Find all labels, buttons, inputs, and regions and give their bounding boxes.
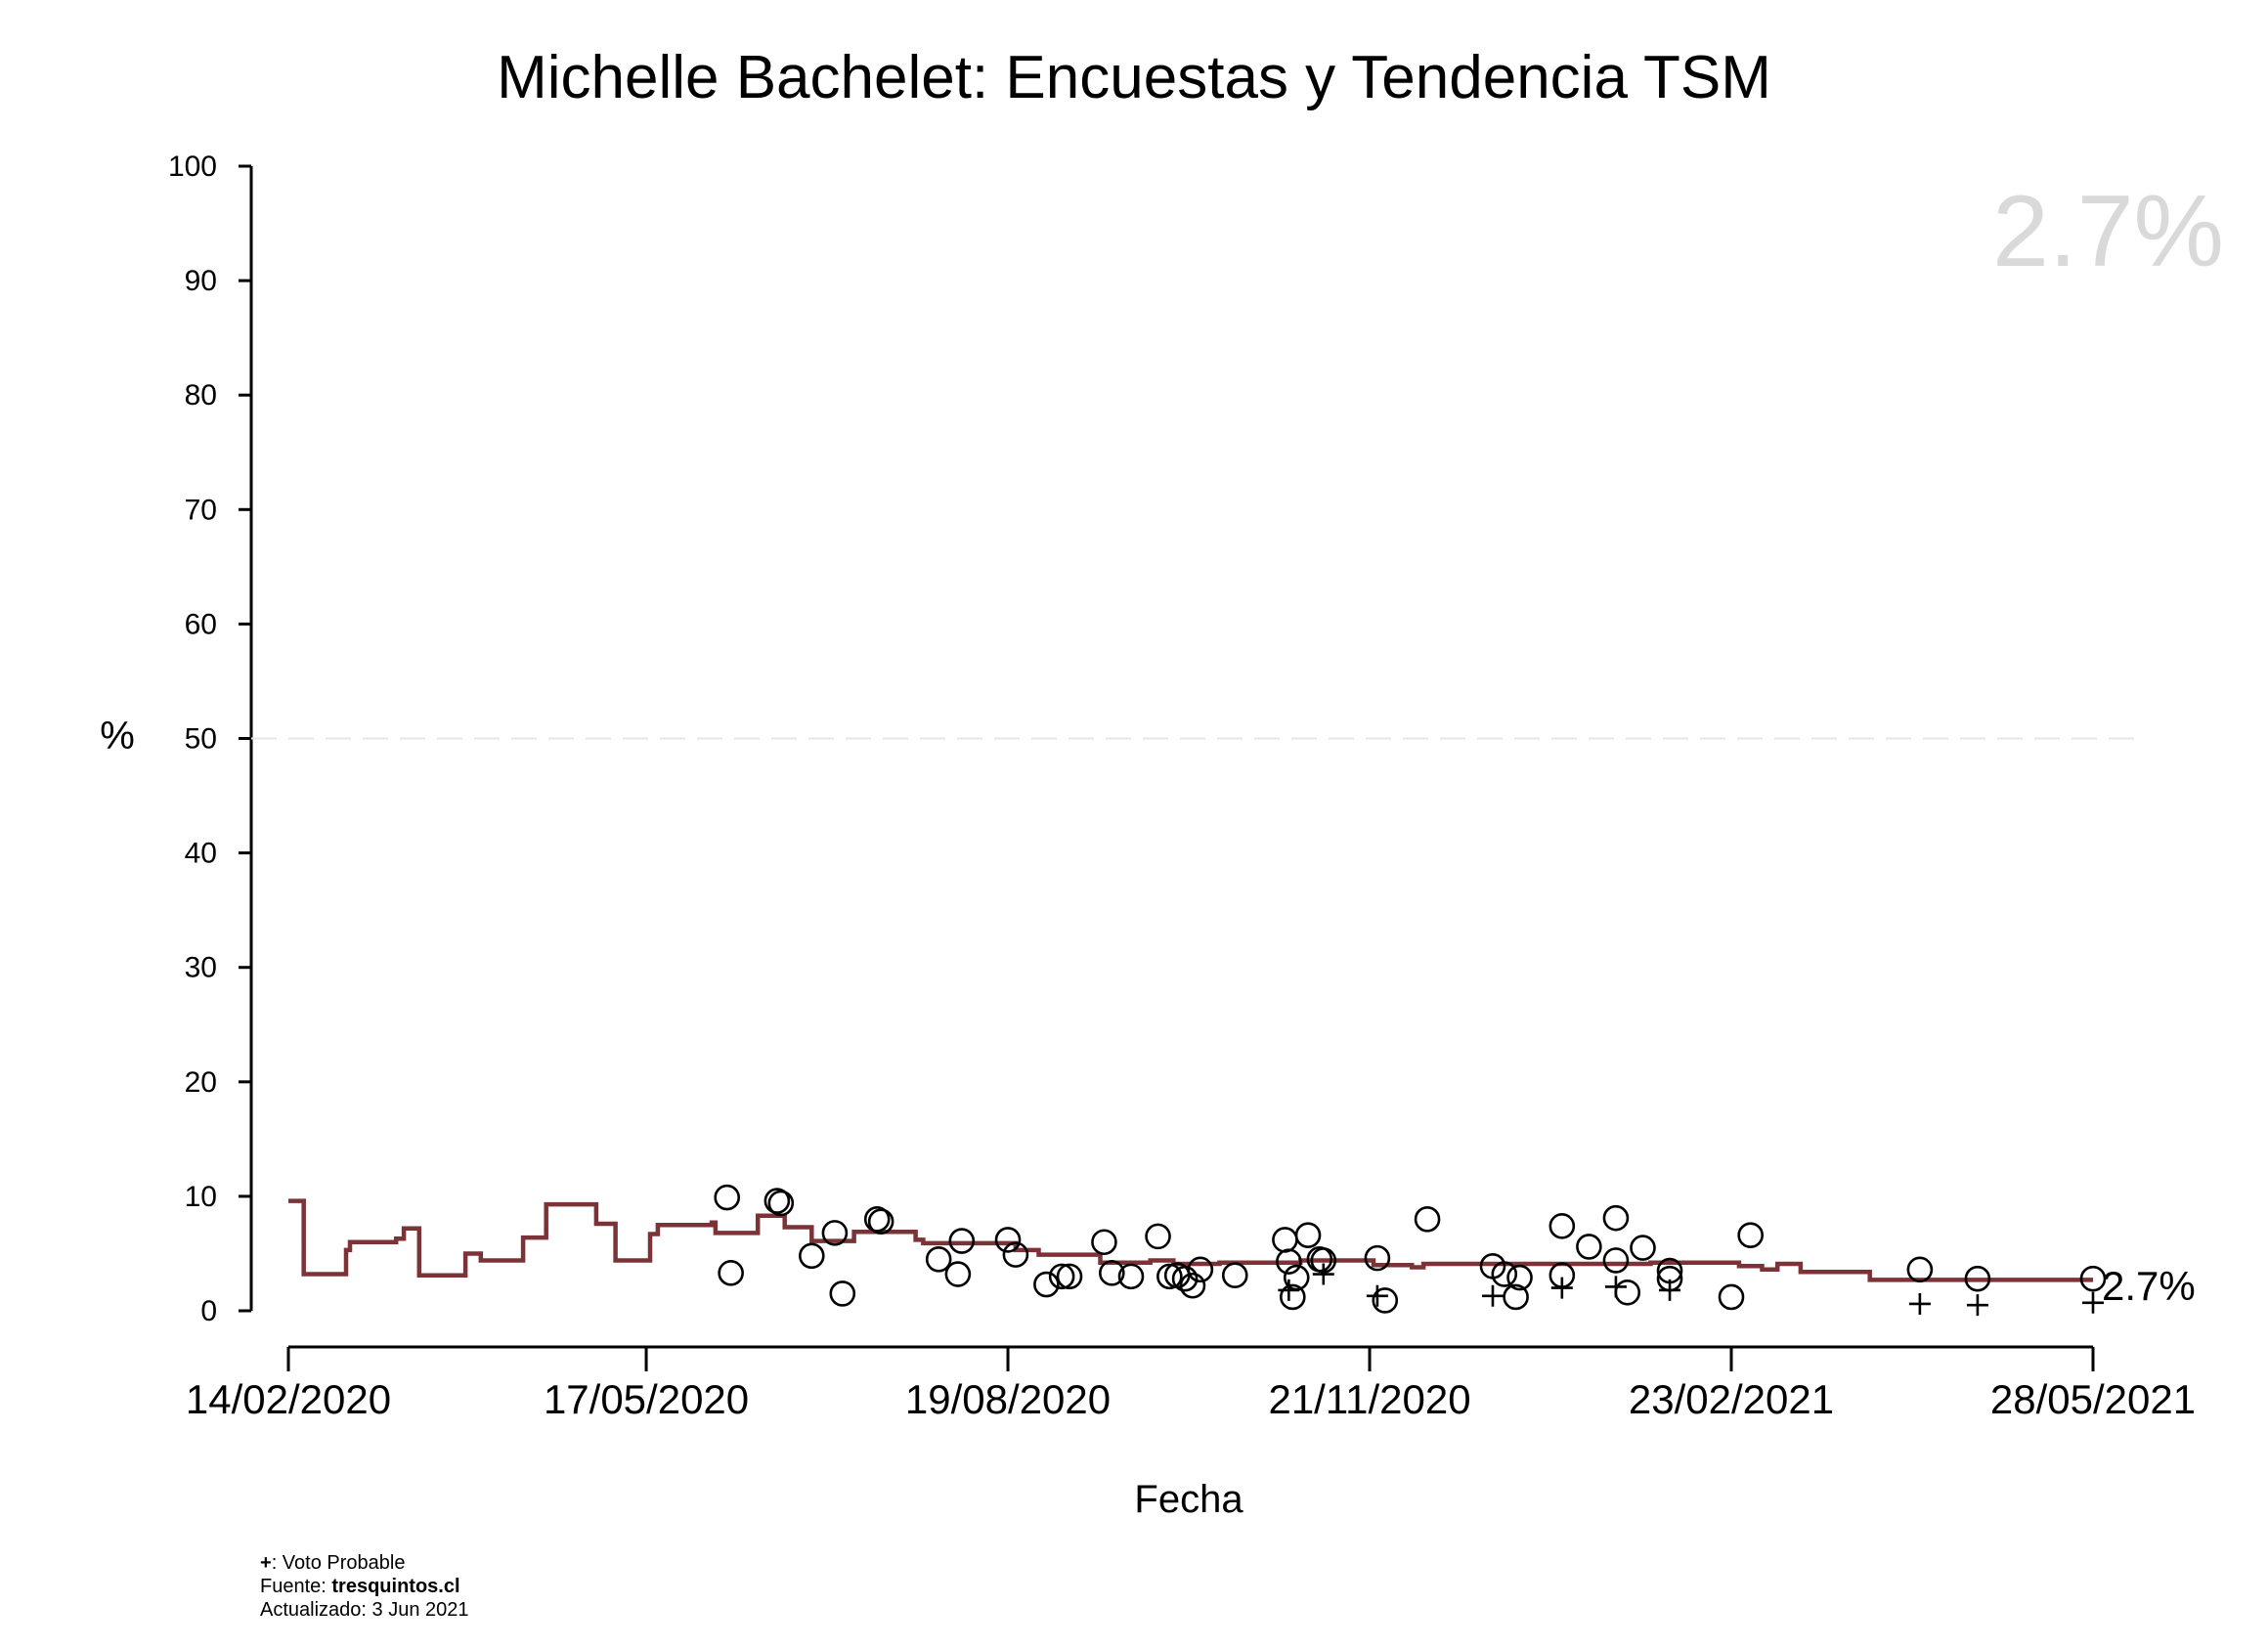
- poll-point: [1156, 1263, 1183, 1290]
- y-tick-label: 70: [185, 494, 217, 526]
- likely-voter-point: [1278, 1279, 1300, 1301]
- y-axis-title: %: [100, 715, 135, 758]
- poll-point: [1179, 1272, 1206, 1299]
- likely-voter-points: [1278, 1263, 2104, 1317]
- end-value-label: 2.7%: [2102, 1263, 2196, 1309]
- footer-legend: +: Voto Probable: [260, 1552, 405, 1574]
- poll-point: [1272, 1227, 1298, 1253]
- y-tick-label: 30: [185, 952, 217, 984]
- poll-point: [1491, 1261, 1518, 1287]
- x-axis: 14/02/2020 17/05/2020 19/08/2020 21/11/2020…: [186, 1345, 2196, 1422]
- poll-point: [1630, 1235, 1656, 1261]
- poll-point: [767, 1190, 795, 1217]
- poll-point: [1737, 1222, 1764, 1249]
- poll-point: [1091, 1229, 1117, 1256]
- poll-point: [1372, 1287, 1399, 1314]
- poll-point: [1276, 1248, 1302, 1275]
- footer-updated: Actualizado: 3 Jun 2021: [260, 1599, 469, 1621]
- poll-point: [1602, 1247, 1630, 1274]
- x-axis-title: Fecha: [1134, 1478, 1243, 1521]
- poll-point: [1576, 1234, 1602, 1260]
- y-axis: 0 10 20 30 40 50 60 70 80 90 100: [168, 151, 253, 1327]
- footer-source: Fuente: tresquintos.cl: [260, 1576, 460, 1597]
- poll-point: [1906, 1256, 1934, 1283]
- footer-source-prefix: Fuente:: [260, 1576, 331, 1597]
- likely-voter-point: [1966, 1294, 1988, 1317]
- y-tick-label: 0: [200, 1295, 217, 1327]
- poll-point: [948, 1228, 976, 1254]
- poll-point: [1718, 1283, 1745, 1311]
- trend-group: [288, 1198, 2093, 1282]
- poll-point: [994, 1227, 1022, 1253]
- poll-point: [714, 1184, 741, 1211]
- trend-line: [288, 1198, 2093, 1282]
- y-tick-label: 40: [185, 838, 217, 870]
- poll-point: [925, 1246, 952, 1273]
- likely-voter-point: [1659, 1279, 1681, 1301]
- y-tick-label: 60: [185, 608, 217, 640]
- x-tick-label: 23/02/2021: [1629, 1376, 1834, 1422]
- x-tick-label: 19/08/2020: [905, 1376, 1111, 1422]
- poll-point: [1548, 1213, 1576, 1239]
- poll-point: [1171, 1265, 1199, 1292]
- y-tick-label: 50: [185, 723, 217, 756]
- poll-point: [1614, 1279, 1641, 1306]
- likely-voter-point: [1366, 1284, 1388, 1307]
- footer-source-name: tresquintos.cl: [331, 1576, 459, 1597]
- poll-point: [1602, 1204, 1630, 1232]
- poll-point: [1187, 1256, 1214, 1283]
- chart-title: Michelle Bachelet: Encuestas y Tendencia…: [497, 44, 1771, 111]
- poll-point: [1002, 1241, 1029, 1268]
- y-tick-label: 10: [185, 1181, 217, 1213]
- poll-point: [829, 1280, 856, 1307]
- poll-point: [1099, 1260, 1125, 1286]
- poll-point: [821, 1220, 849, 1246]
- poll-point: [799, 1242, 825, 1270]
- poll-point: [1033, 1271, 1060, 1298]
- poll-point: [763, 1188, 791, 1214]
- x-tick-label: 14/02/2020: [186, 1376, 391, 1422]
- x-tick-label: 17/05/2020: [544, 1376, 749, 1422]
- poll-point: [718, 1260, 744, 1286]
- footer: +: Voto Probable Fuente: tresquintos.cl …: [260, 1552, 469, 1621]
- poll-point: [1364, 1244, 1391, 1272]
- poll-point: [1048, 1263, 1075, 1290]
- likely-voter-point: [1312, 1263, 1334, 1285]
- y-tick-label: 100: [168, 151, 217, 183]
- poll-point: [867, 1208, 894, 1235]
- likely-voter-point: [1908, 1292, 1931, 1315]
- footer-legend-text: : Voto Probable: [272, 1552, 406, 1574]
- x-tick-label: 28/05/2021: [1990, 1376, 2196, 1422]
- y-tick-label: 90: [185, 265, 217, 297]
- poll-point: [1145, 1223, 1171, 1250]
- y-tick-label: 20: [185, 1066, 217, 1099]
- footer-legend-symbol: +: [260, 1552, 272, 1574]
- poll-point: [1294, 1222, 1322, 1249]
- poll-point: [863, 1206, 891, 1233]
- latest-value-headline: 2.7%: [1992, 175, 2224, 288]
- poll-point: [1117, 1263, 1145, 1290]
- likely-voter-point: [1604, 1276, 1627, 1298]
- poll-point: [944, 1261, 972, 1287]
- poll-point: [1414, 1206, 1441, 1233]
- x-tick-label: 21/11/2020: [1268, 1376, 1470, 1422]
- y-tick-label: 80: [185, 379, 217, 412]
- poll-point: [1056, 1263, 1083, 1290]
- poll-points: [714, 1184, 2107, 1314]
- likely-voter-point: [1550, 1277, 1573, 1299]
- poll-point: [1506, 1264, 1533, 1291]
- poll-point: [1221, 1262, 1248, 1288]
- likely-voter-point: [1481, 1284, 1504, 1307]
- poll-point: [1280, 1283, 1306, 1311]
- poll-point: [1964, 1265, 1991, 1292]
- poll-point: [2079, 1265, 2107, 1292]
- poll-point: [1503, 1283, 1529, 1311]
- likely-voter-point: [2082, 1291, 2104, 1314]
